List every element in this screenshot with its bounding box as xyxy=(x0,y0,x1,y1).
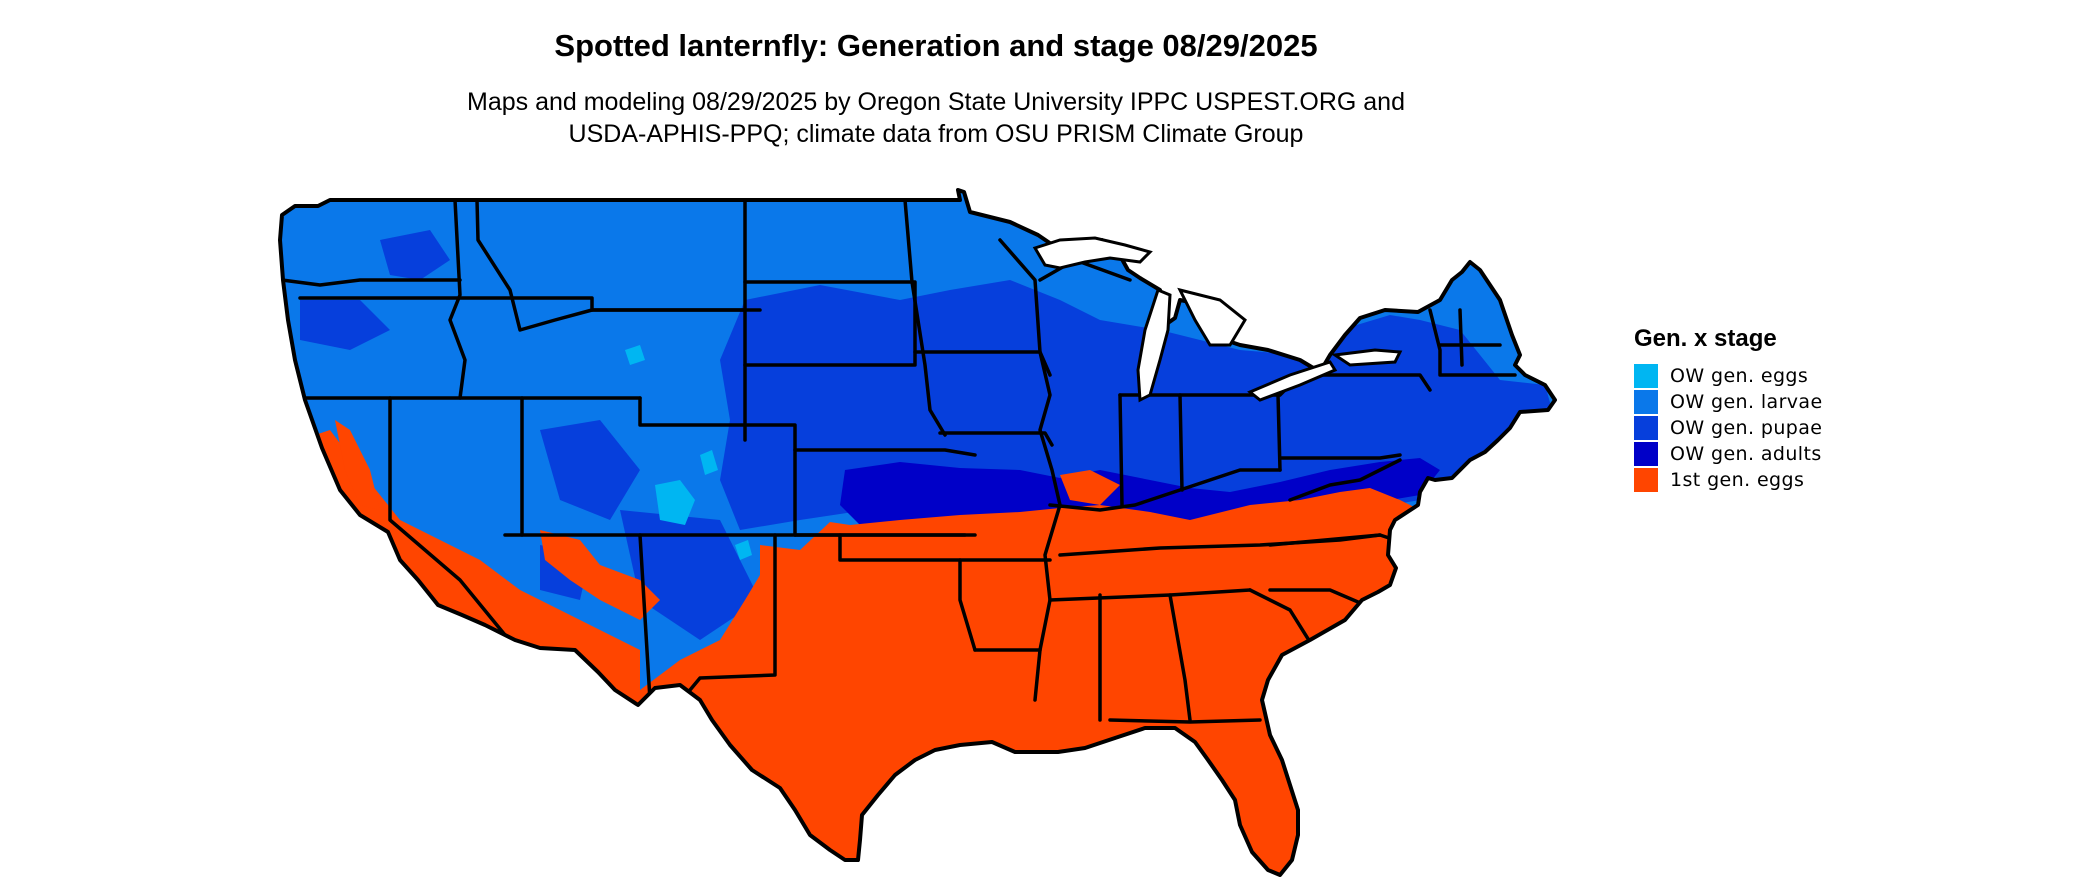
border-new-england xyxy=(1428,308,1517,377)
subtitle-line-2: USDA-APHIS-PPQ; climate data from OSU PR… xyxy=(568,120,1304,148)
lake-michigan xyxy=(1136,287,1172,403)
legend: Gen. x stage OW gen. eggs OW gen. larvae… xyxy=(1634,325,1934,493)
stage-regions xyxy=(280,190,1555,875)
region-ow-eggs xyxy=(735,540,752,560)
lake-superior xyxy=(1032,236,1153,270)
border-arizona-new-mexico xyxy=(638,533,652,702)
border-virginia-north xyxy=(1288,458,1402,502)
legend-item-ow-pupae: OW gen. pupae xyxy=(1634,415,1934,441)
region-1st-gen-eggs xyxy=(335,420,380,510)
region-ow-pupae xyxy=(380,230,450,280)
legend-swatch xyxy=(1634,468,1658,492)
legend-title: Gen. x stage xyxy=(1634,325,1777,352)
border-mississippi-river xyxy=(998,238,1062,702)
lake-erie xyxy=(1247,360,1338,402)
region-ow-eggs xyxy=(655,480,695,525)
region-ow-pupae xyxy=(620,510,760,640)
border-montana-idaho xyxy=(475,198,594,332)
map-subtitle: Maps and modeling 08/29/2025 by Oregon S… xyxy=(0,86,1872,150)
legend-swatch xyxy=(1634,364,1658,388)
border-florida-north xyxy=(1108,718,1262,724)
border-illinois-indiana xyxy=(1118,393,1124,507)
lake-ontario xyxy=(1330,348,1403,367)
subtitle-line-1: Maps and modeling 08/29/2025 by Oregon S… xyxy=(467,88,1405,116)
state-boundaries xyxy=(280,198,1517,724)
lake-huron xyxy=(1177,287,1247,347)
great-lakes xyxy=(1032,236,1403,403)
border-alabama-georgia xyxy=(1168,593,1192,722)
border-indiana-ohio xyxy=(1178,393,1184,492)
legend-label: OW gen. eggs xyxy=(1670,365,1809,387)
region-ow-eggs xyxy=(625,345,645,365)
legend-label: 1st gen. eggs xyxy=(1670,469,1805,491)
region-ow-pupae xyxy=(300,300,390,350)
border-pennsylvania-south xyxy=(1278,453,1402,460)
border-utah-colorado xyxy=(638,396,797,537)
legend-item-ow-larvae: OW gen. larvae xyxy=(1634,389,1934,415)
legend-item-ow-adults: OW gen. adults xyxy=(1634,441,1934,467)
legend-item-1st-gen-eggs: 1st gen. eggs xyxy=(1634,467,1934,493)
legend-swatch xyxy=(1634,390,1658,414)
legend-label: OW gen. larvae xyxy=(1670,391,1823,413)
border-washington-oregon xyxy=(280,278,462,287)
border-ohio-river xyxy=(1048,468,1282,512)
region-1st-gen-eggs xyxy=(1060,470,1120,505)
region-ow-pupae xyxy=(540,420,640,520)
legend-label: OW gen. adults xyxy=(1670,443,1822,465)
border-new-mexico-texas xyxy=(688,533,777,692)
border-idaho-west xyxy=(448,198,467,400)
border-iowa-missouri xyxy=(938,431,1054,447)
legend-swatch xyxy=(1634,416,1658,440)
border-nebraska-kansas xyxy=(793,448,977,457)
legend-swatch xyxy=(1634,442,1658,466)
legend-label: OW gen. pupae xyxy=(1670,417,1823,439)
legend-item-ow-eggs: OW gen. eggs xyxy=(1634,363,1934,389)
border-california-nevada xyxy=(293,396,507,637)
border-dakota-east xyxy=(903,198,947,437)
region-1st-gen-eggs xyxy=(540,530,660,620)
border-dakotas xyxy=(743,280,917,367)
region-ow-eggs xyxy=(700,450,718,475)
map-title: Spotted lanternfly: Generation and stage… xyxy=(554,28,1318,63)
